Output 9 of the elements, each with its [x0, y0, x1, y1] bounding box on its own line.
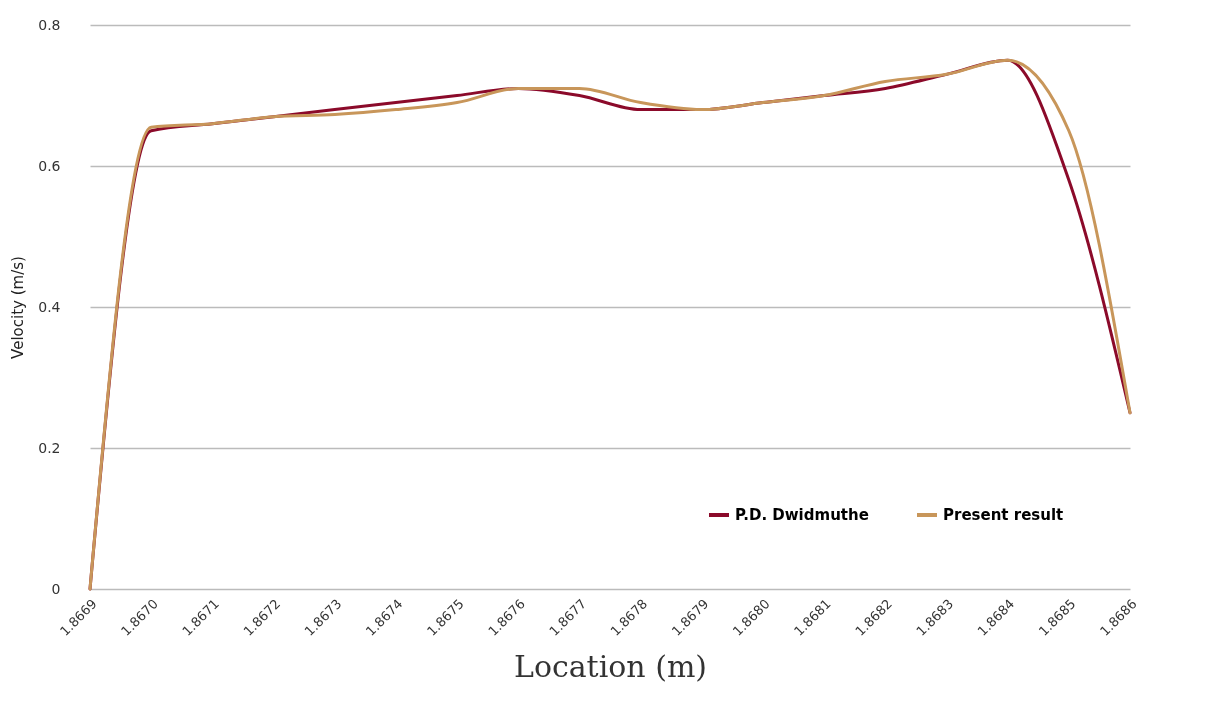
legend-label: P.D. Dwidmuthe	[735, 506, 869, 524]
y-tick-label: 0.4	[38, 298, 61, 315]
y-tick-label: 0.2	[38, 439, 61, 456]
legend-label: Present result	[943, 506, 1064, 524]
y-tick-label: 0.8	[38, 16, 61, 33]
y-tick-label: 0.6	[38, 157, 61, 174]
x-axis-title: Location (m)	[513, 648, 708, 684]
y-axis-title: Velocity (m/s)	[9, 256, 28, 359]
y-tick-label: 0	[51, 580, 61, 597]
